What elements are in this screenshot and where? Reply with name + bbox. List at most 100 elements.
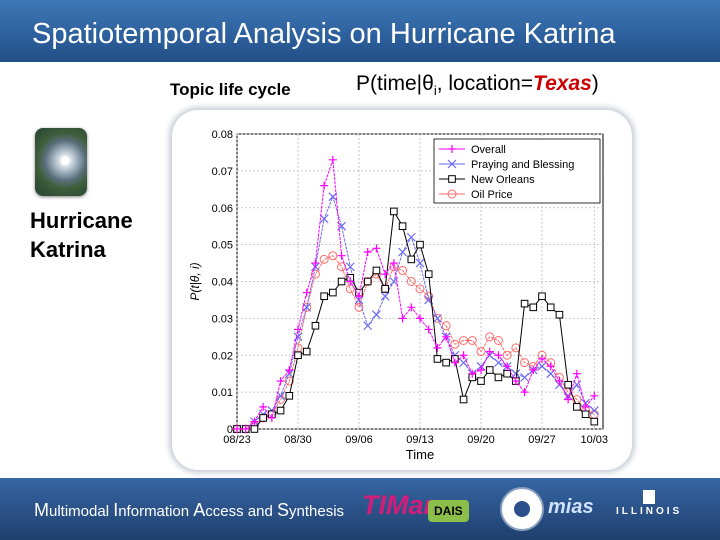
topic-life-cycle-label: Topic life cycle <box>170 80 291 99</box>
series-2-point <box>415 258 425 268</box>
hurricane-satellite-image <box>35 128 87 196</box>
series-1-point <box>433 343 442 352</box>
formula-mid: , location= <box>436 72 534 95</box>
series-4-point <box>441 321 451 331</box>
series-1-point <box>538 354 546 363</box>
series-2-point <box>380 291 390 301</box>
series-1-point <box>529 366 538 374</box>
series-1-point <box>494 351 503 360</box>
series-1-point <box>485 347 494 356</box>
series-1-point <box>442 332 451 341</box>
lab-name-cap-4: S <box>277 500 290 520</box>
series-3-point <box>442 358 450 367</box>
series-line-1 <box>237 159 595 430</box>
series-3-point <box>250 425 259 433</box>
series-2-point <box>589 406 599 415</box>
series-2-point <box>494 358 503 368</box>
series-1-point <box>555 377 564 386</box>
series-4-point <box>354 302 364 312</box>
series-4-point <box>450 339 460 349</box>
series-2-point <box>520 372 529 382</box>
topic-life-cycle-chart: 0 0.01 0.02 0.03 0.04 0.05 0.06 0.07 0.08 08/23 08… <box>188 129 608 462</box>
series-3-point <box>294 351 302 360</box>
series-4-point <box>310 269 320 279</box>
y-tick-label: 0.05 <box>212 240 233 252</box>
series-3-point <box>485 366 494 374</box>
series-1-point <box>572 369 581 378</box>
series-1-point <box>398 314 407 323</box>
series-3-point <box>555 310 564 319</box>
series-1-point <box>511 377 520 386</box>
formula-subscript: i <box>433 83 437 99</box>
x-tick-label: 09/13 <box>406 434 434 446</box>
series-1-point <box>285 366 294 374</box>
series-3-point <box>581 410 590 419</box>
series-1-point <box>546 362 555 371</box>
y-tick-label: 0.07 <box>212 166 233 178</box>
series-2-point <box>372 310 381 320</box>
illinois-logo: ILLINOIS <box>616 490 682 517</box>
series-1-point <box>389 259 398 268</box>
series-3-point <box>285 392 294 400</box>
legend-marker <box>447 159 457 169</box>
legend-marker <box>447 189 457 199</box>
lab-name-part-3: ccess and <box>205 503 277 520</box>
series-1-point <box>241 425 250 433</box>
series-1-point <box>328 155 337 164</box>
series-4-point <box>415 284 425 294</box>
series-1-point <box>250 417 259 426</box>
series-3-point <box>477 377 485 385</box>
series-4-point <box>502 350 512 360</box>
series-4-point <box>476 347 486 357</box>
series-3-point <box>590 417 599 426</box>
series-1-point <box>520 388 529 397</box>
timan-logo: TIMan <box>362 490 440 520</box>
lab-name-part-1: ultimodal <box>49 503 114 520</box>
title-bar: Spatiotemporal Analysis on Hurricane Kat… <box>0 0 720 62</box>
series-3-point <box>520 299 529 308</box>
series-4-point <box>467 336 477 345</box>
series-1-point <box>459 351 468 360</box>
y-tick-label: 0 <box>227 424 233 436</box>
series-1-point <box>311 259 320 268</box>
series-4-point <box>319 254 329 264</box>
y-axis-label: P(t|θ, i) <box>188 262 202 300</box>
legend-label: Praying and Blessing <box>471 159 574 171</box>
slide-title: Spatiotemporal Analysis on Hurricane Kat… <box>32 18 616 50</box>
series-1-point <box>337 251 346 260</box>
series-3-point <box>311 321 320 330</box>
series-3-point <box>302 347 311 356</box>
series-1-point <box>233 425 241 433</box>
x-tick-label: 08/30 <box>284 434 312 446</box>
series-1-point <box>581 402 590 411</box>
y-tick-label: 0.01 <box>212 387 233 399</box>
legend-label: Oil Price <box>471 189 513 201</box>
series-1-point <box>363 248 372 256</box>
series-1-point <box>372 244 381 253</box>
x-tick-label: 09/27 <box>528 434 556 446</box>
series-3-point <box>573 403 581 411</box>
legend-box <box>433 138 601 204</box>
series-2-point <box>459 358 468 368</box>
series-4-point <box>406 277 416 286</box>
mias-logo: mias <box>548 496 594 518</box>
series-1-point <box>468 369 477 378</box>
series-3-point <box>372 266 381 275</box>
dhs-seal-icon <box>500 487 544 531</box>
series-4-point <box>493 336 503 345</box>
formula-prefix: P(time|θ <box>356 72 434 95</box>
series-2-point <box>363 321 373 331</box>
series-4-point <box>485 332 495 342</box>
series-1-point <box>407 303 416 312</box>
series-2-point <box>319 214 329 224</box>
series-1-point <box>267 413 276 422</box>
lab-name-part-2: nformation <box>118 503 194 520</box>
series-4-point <box>302 302 312 312</box>
series-1-point <box>346 277 355 286</box>
series-4-point <box>328 251 338 261</box>
y-tick-label: 0.03 <box>212 313 233 325</box>
illinois-block-i-icon <box>643 490 656 504</box>
lab-name: Multimodal Information Access and Synthe… <box>34 500 344 521</box>
legend-marker <box>448 145 456 153</box>
series-4-point <box>459 336 469 345</box>
